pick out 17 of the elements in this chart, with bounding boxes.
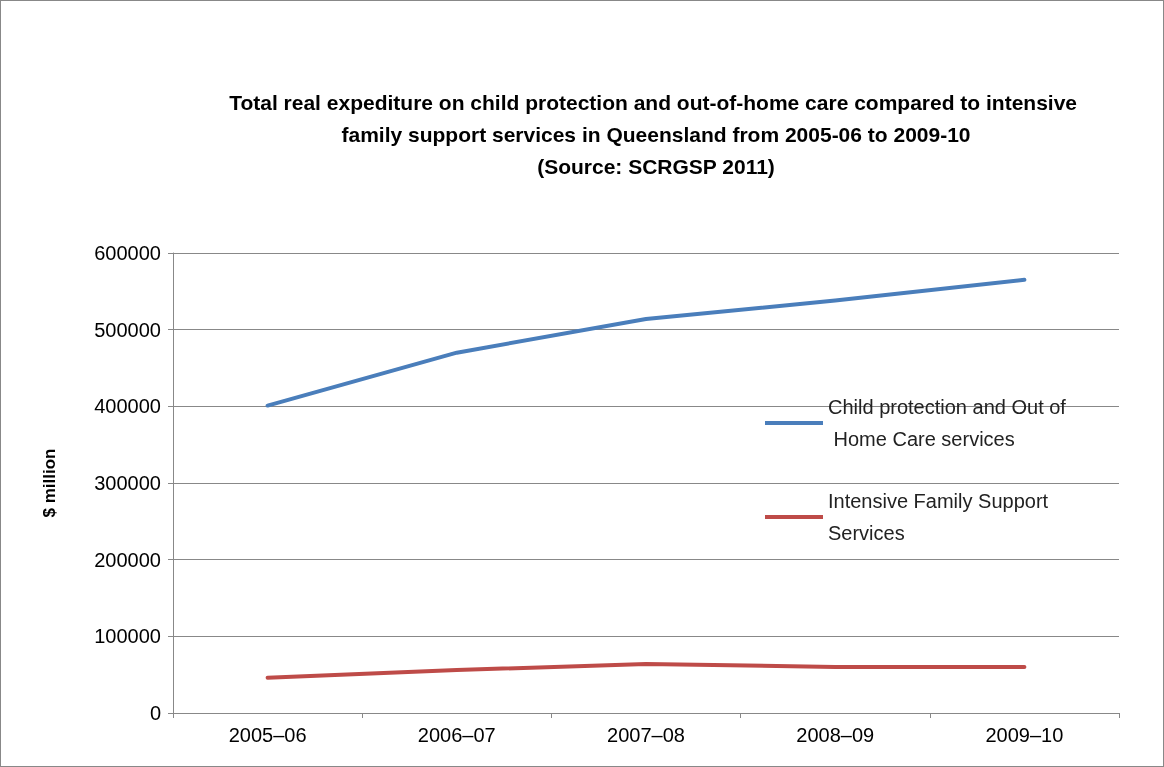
x-tick-label: 2008–09 <box>796 724 875 746</box>
line-series <box>265 661 1027 680</box>
y-tick-label: 100000 <box>94 625 161 648</box>
x-tick-label: 2006–07 <box>417 724 496 746</box>
y-tick-label: 400000 <box>94 395 161 418</box>
legend-label: Intensive Family Support Services <box>828 490 1054 544</box>
y-tick-label: 0 <box>149 702 161 724</box>
legend-label: Child protection and Out of Home Care services <box>828 396 1067 450</box>
x-tick-label: 2007–08 <box>607 724 685 746</box>
y-tick-label: 200000 <box>94 548 161 571</box>
chart-title: Total real expediture on child protection and out-of-home care compared to intensive family support services in Queensland from 2005-06 to 2009-10 (Source: SCRGSP 2011) <box>229 90 1083 178</box>
y-tick-label: 300000 <box>94 472 161 494</box>
x-tick-label: 2009–10 <box>985 724 1064 746</box>
y-tick-label: 500000 <box>94 318 161 341</box>
y-axis-title: $ million <box>40 448 59 518</box>
y-tick-label: 600000 <box>94 242 161 264</box>
x-tick-label: 2005–06 <box>228 724 307 746</box>
